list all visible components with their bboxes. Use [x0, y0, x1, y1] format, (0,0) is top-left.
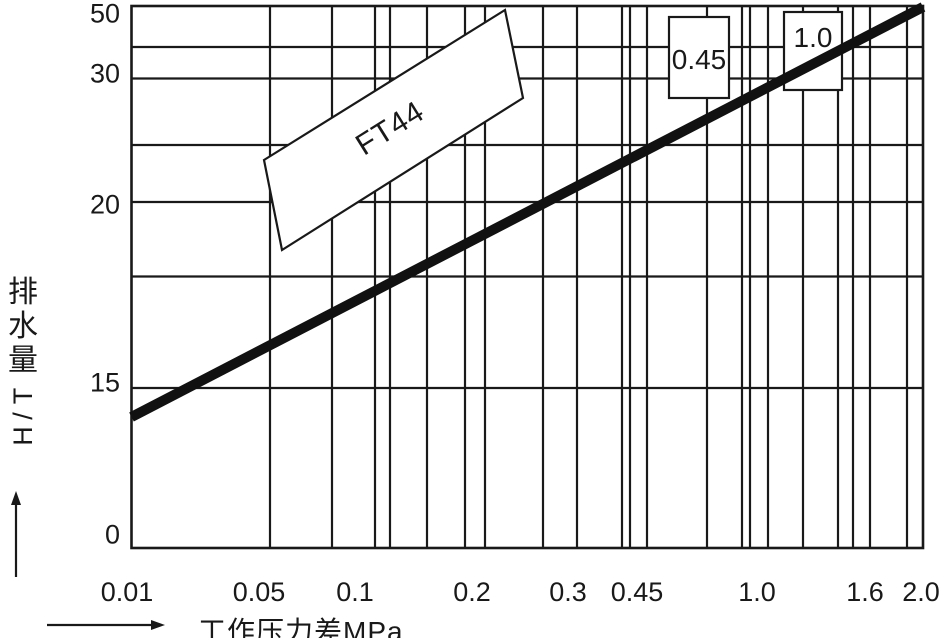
x-direction-arrow-head: [151, 620, 165, 630]
x-axis-title: 工作压力差MPa: [198, 616, 404, 638]
y-tick-label: 50: [90, 0, 120, 29]
x-tick-label: 1.6: [846, 577, 884, 607]
y-tick-label: 30: [90, 59, 120, 89]
ft44-curve: [129, 2, 926, 422]
y-tick-label: 0: [105, 520, 120, 550]
y-axis-title: 排 水 量 T / H: [4, 276, 42, 446]
y-direction-arrow-head: [11, 491, 21, 505]
annotation-box: [667, 15, 731, 100]
x-tick-label: 0.45: [611, 577, 664, 607]
x-tick-label: 0.1: [336, 577, 374, 607]
y-axis-title-char: 排: [8, 276, 38, 309]
y-tick-label: 15: [90, 368, 120, 398]
y-axis-title-char: 量: [8, 344, 38, 377]
x-tick-label: 0.01: [101, 577, 154, 607]
y-axis-title-char: 水: [8, 310, 38, 343]
y-axis-unit-char: H: [8, 426, 38, 446]
plot-border: [130, 4, 925, 550]
x-tick-label: 1.0: [738, 577, 776, 607]
y-axis-unit: T / H: [4, 386, 42, 446]
y-tick-label: 20: [90, 190, 120, 220]
x-tick-label: 2.0: [902, 577, 940, 607]
series-label-box: [262, 8, 525, 252]
annotation-label: 1.0: [794, 22, 833, 53]
x-tick-label: 0.2: [453, 577, 491, 607]
x-tick-label: 0.3: [549, 577, 587, 607]
annotation-label: 0.45: [672, 44, 727, 75]
x-tick-label: 0.05: [233, 577, 286, 607]
